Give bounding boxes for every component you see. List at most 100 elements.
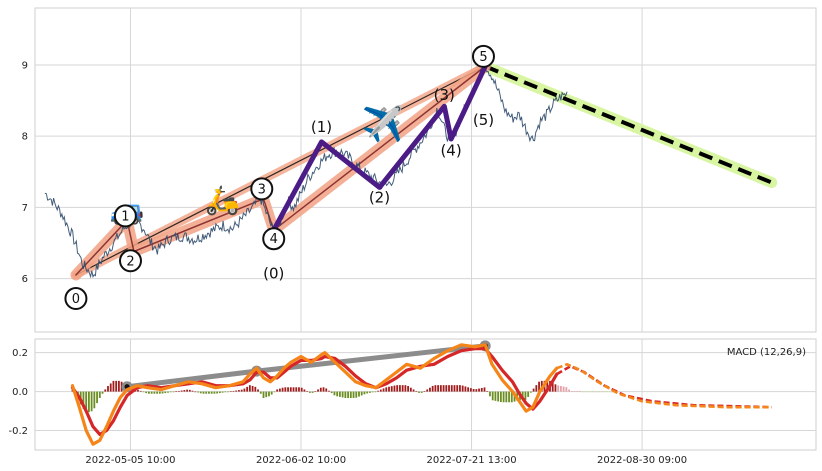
macd-histogram-bar xyxy=(510,391,513,403)
macd-histogram-bar xyxy=(194,391,197,393)
forecast-dashed-line xyxy=(484,64,773,185)
macd-histogram-bar xyxy=(186,389,189,392)
macd-histogram-bar xyxy=(369,391,371,393)
macd-histogram-bar xyxy=(169,391,172,393)
macd-histogram-bar xyxy=(546,380,549,392)
macd-histogram-bar xyxy=(112,380,115,392)
macd-histogram-bar xyxy=(491,391,494,401)
macd-histogram-bar xyxy=(587,391,590,393)
macd-histogram-bar xyxy=(303,389,306,392)
macd-histogram-bar xyxy=(480,388,483,392)
macd-histogram-bar xyxy=(489,391,491,397)
macd-histogram-bar xyxy=(240,389,243,392)
macd-histogram-bar xyxy=(254,386,257,392)
macd-histogram-bar xyxy=(559,386,562,392)
macd-histogram-bar xyxy=(156,391,158,394)
macd-histogram-bar xyxy=(208,391,210,394)
macd-histogram-bar xyxy=(232,390,235,392)
macd-histogram-bar xyxy=(333,391,336,396)
macd-histogram-bar xyxy=(450,385,453,392)
macd-histogram-bar xyxy=(246,386,249,392)
wave-label: (2) xyxy=(369,188,390,206)
macd-histogram-bar xyxy=(538,381,540,392)
macd-histogram-bar xyxy=(336,391,339,397)
macd-histogram-bar xyxy=(197,391,199,393)
macd-histogram-bar xyxy=(461,385,464,392)
macd-histogram-bar xyxy=(262,391,265,399)
macd-histogram-bar xyxy=(90,391,93,412)
macd-histogram-bar xyxy=(107,386,109,392)
price-y-tick-label: 8 xyxy=(22,132,28,143)
macd-histogram-bar xyxy=(101,391,104,394)
macd-histogram-bar xyxy=(308,391,311,393)
macd-histogram-bar xyxy=(442,385,445,392)
macd-histogram-bar xyxy=(486,391,489,392)
macd-histogram-bar xyxy=(505,391,508,403)
macd-histogram-bar xyxy=(178,390,180,392)
macd-histogram-bar xyxy=(145,391,148,394)
macd-histogram-bar xyxy=(347,391,349,399)
macd-histogram-bar xyxy=(464,386,467,392)
wave-label-circle xyxy=(113,204,137,228)
macd-y-tick-label: -0.2 xyxy=(8,426,28,437)
macd-histogram-bar xyxy=(153,391,156,394)
macd-histogram-bar xyxy=(257,389,259,392)
macd-histogram-bar xyxy=(448,385,450,392)
macd-histogram-bar xyxy=(180,390,183,392)
macd-histogram-bar xyxy=(412,389,415,392)
macd-histogram-bar xyxy=(287,387,289,392)
macd-histogram-bar xyxy=(137,389,139,392)
macd-histogram-bar xyxy=(401,385,404,392)
macd-histogram-bar xyxy=(205,391,208,394)
macd-histogram-bar xyxy=(527,391,530,397)
macd-histogram-bar xyxy=(371,391,374,393)
macd-histogram-bar xyxy=(311,391,314,393)
macd-y-tick-label: 0.2 xyxy=(12,348,28,359)
macd-histogram-bar xyxy=(366,391,369,394)
macd-histogram-bar xyxy=(328,390,330,392)
macd-histogram-bar xyxy=(276,389,279,392)
macd-histogram-bar xyxy=(502,391,505,403)
macd-histogram-bar xyxy=(87,391,90,413)
macd-histogram-bar xyxy=(475,389,478,392)
macd-forecast-line xyxy=(556,363,772,409)
macd-histogram-bar xyxy=(148,391,150,394)
macd-histogram-bar xyxy=(576,391,579,392)
macd-histogram-bar xyxy=(415,391,418,392)
macd-histogram-bar xyxy=(429,387,431,392)
x-tick-label: 2022-07-21 13:00 xyxy=(426,455,516,466)
impulse-wave-path xyxy=(271,63,488,233)
macd-histogram-bar xyxy=(248,385,251,392)
macd-histogram-bar xyxy=(358,391,360,397)
macd-histogram-bar xyxy=(268,391,270,397)
macd-histogram-bar xyxy=(142,391,145,393)
macd-histogram-bar xyxy=(259,391,262,394)
macd-histogram-bar xyxy=(374,391,377,393)
macd-histogram-bar xyxy=(278,388,281,392)
macd-histogram-bar xyxy=(319,387,322,392)
airplane-icon: ✈️ xyxy=(362,104,404,145)
price-plot-area xyxy=(34,7,817,333)
macd-line xyxy=(70,343,559,446)
macd-histogram-bar xyxy=(82,391,85,409)
macd-histogram-bar xyxy=(295,387,298,392)
macd-histogram-bar xyxy=(508,391,510,403)
macd-histogram-bar xyxy=(445,385,448,392)
macd-histogram-bar xyxy=(393,385,396,392)
macd-histogram-bar xyxy=(418,391,420,393)
macd-histogram-bar xyxy=(562,386,565,392)
macd-histogram-bar xyxy=(590,391,592,393)
macd-histogram-bar xyxy=(218,391,221,394)
macd-histogram-bar xyxy=(281,387,284,392)
macd-histogram-bar xyxy=(390,386,393,392)
macd-histogram-bar xyxy=(377,390,379,392)
wave-label: 4 xyxy=(270,232,278,247)
macd-histogram-bar xyxy=(224,391,227,393)
macd-histogram-bar xyxy=(456,385,459,392)
macd-histogram-bar xyxy=(172,391,175,393)
macd-histogram-bar xyxy=(478,388,480,392)
macd-histogram-bar xyxy=(554,384,557,392)
macd-histogram-bar xyxy=(606,391,609,393)
